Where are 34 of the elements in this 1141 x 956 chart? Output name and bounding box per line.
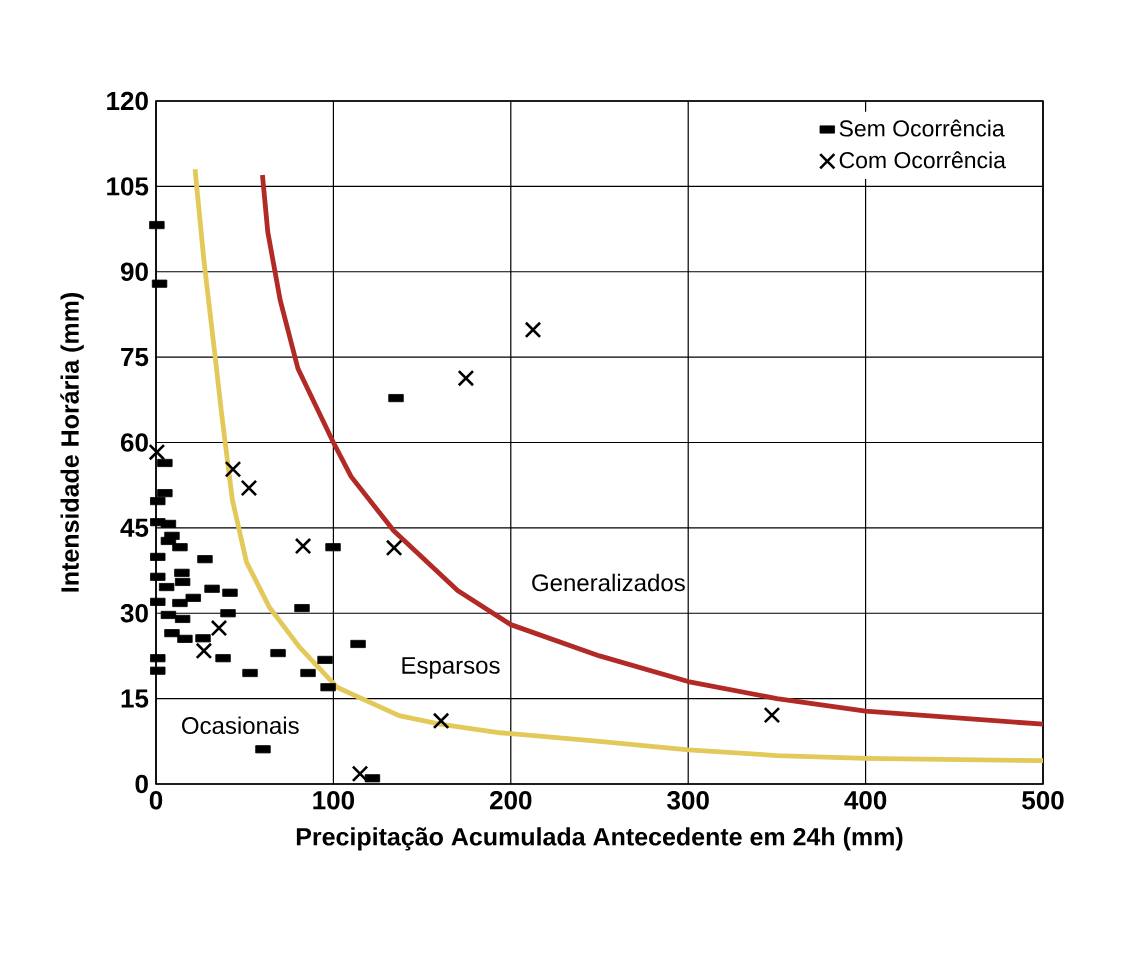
annotation: Esparsos xyxy=(402,657,500,679)
point xyxy=(351,765,369,783)
point xyxy=(210,619,228,637)
y-tick-label: 120 xyxy=(107,91,148,111)
point xyxy=(385,539,403,557)
legend-label: Com Ocorrência xyxy=(839,151,1006,169)
y-tick-label: 45 xyxy=(120,518,149,537)
point xyxy=(294,537,312,555)
y-tick-label: 105 xyxy=(107,177,149,196)
point xyxy=(763,706,781,724)
legend-label: Sem Ocorrência xyxy=(839,119,1005,137)
x-tick-label: 300 xyxy=(667,791,709,810)
y-tick-label: 60 xyxy=(120,433,148,452)
x-tick-label: 0 xyxy=(149,791,163,810)
y-tick-label: 15 xyxy=(121,689,149,708)
point xyxy=(432,712,450,730)
point xyxy=(148,443,166,461)
x-axis-title: Precipitação Acumulada Antecedente em 24h (mm) xyxy=(296,827,903,851)
x-tick-label: 500 xyxy=(1022,791,1064,810)
y-tick-label: 90 xyxy=(120,262,148,281)
point xyxy=(195,642,213,660)
annotation: Ocasionais xyxy=(182,716,299,735)
y-axis-title: Intensidade Horária (mm) xyxy=(60,293,84,592)
point xyxy=(240,479,258,497)
x-tick-label: 100 xyxy=(313,791,355,810)
y-tick-label: 30 xyxy=(120,604,148,623)
y-tick-label: 75 xyxy=(121,348,149,367)
x-tick-label: 400 xyxy=(844,791,887,810)
x-tick-label: 200 xyxy=(490,791,532,810)
point xyxy=(457,369,475,387)
y-tick-label: 0 xyxy=(135,774,148,794)
point xyxy=(524,321,542,339)
annotation: Generalizados xyxy=(532,573,685,592)
point xyxy=(224,460,242,478)
